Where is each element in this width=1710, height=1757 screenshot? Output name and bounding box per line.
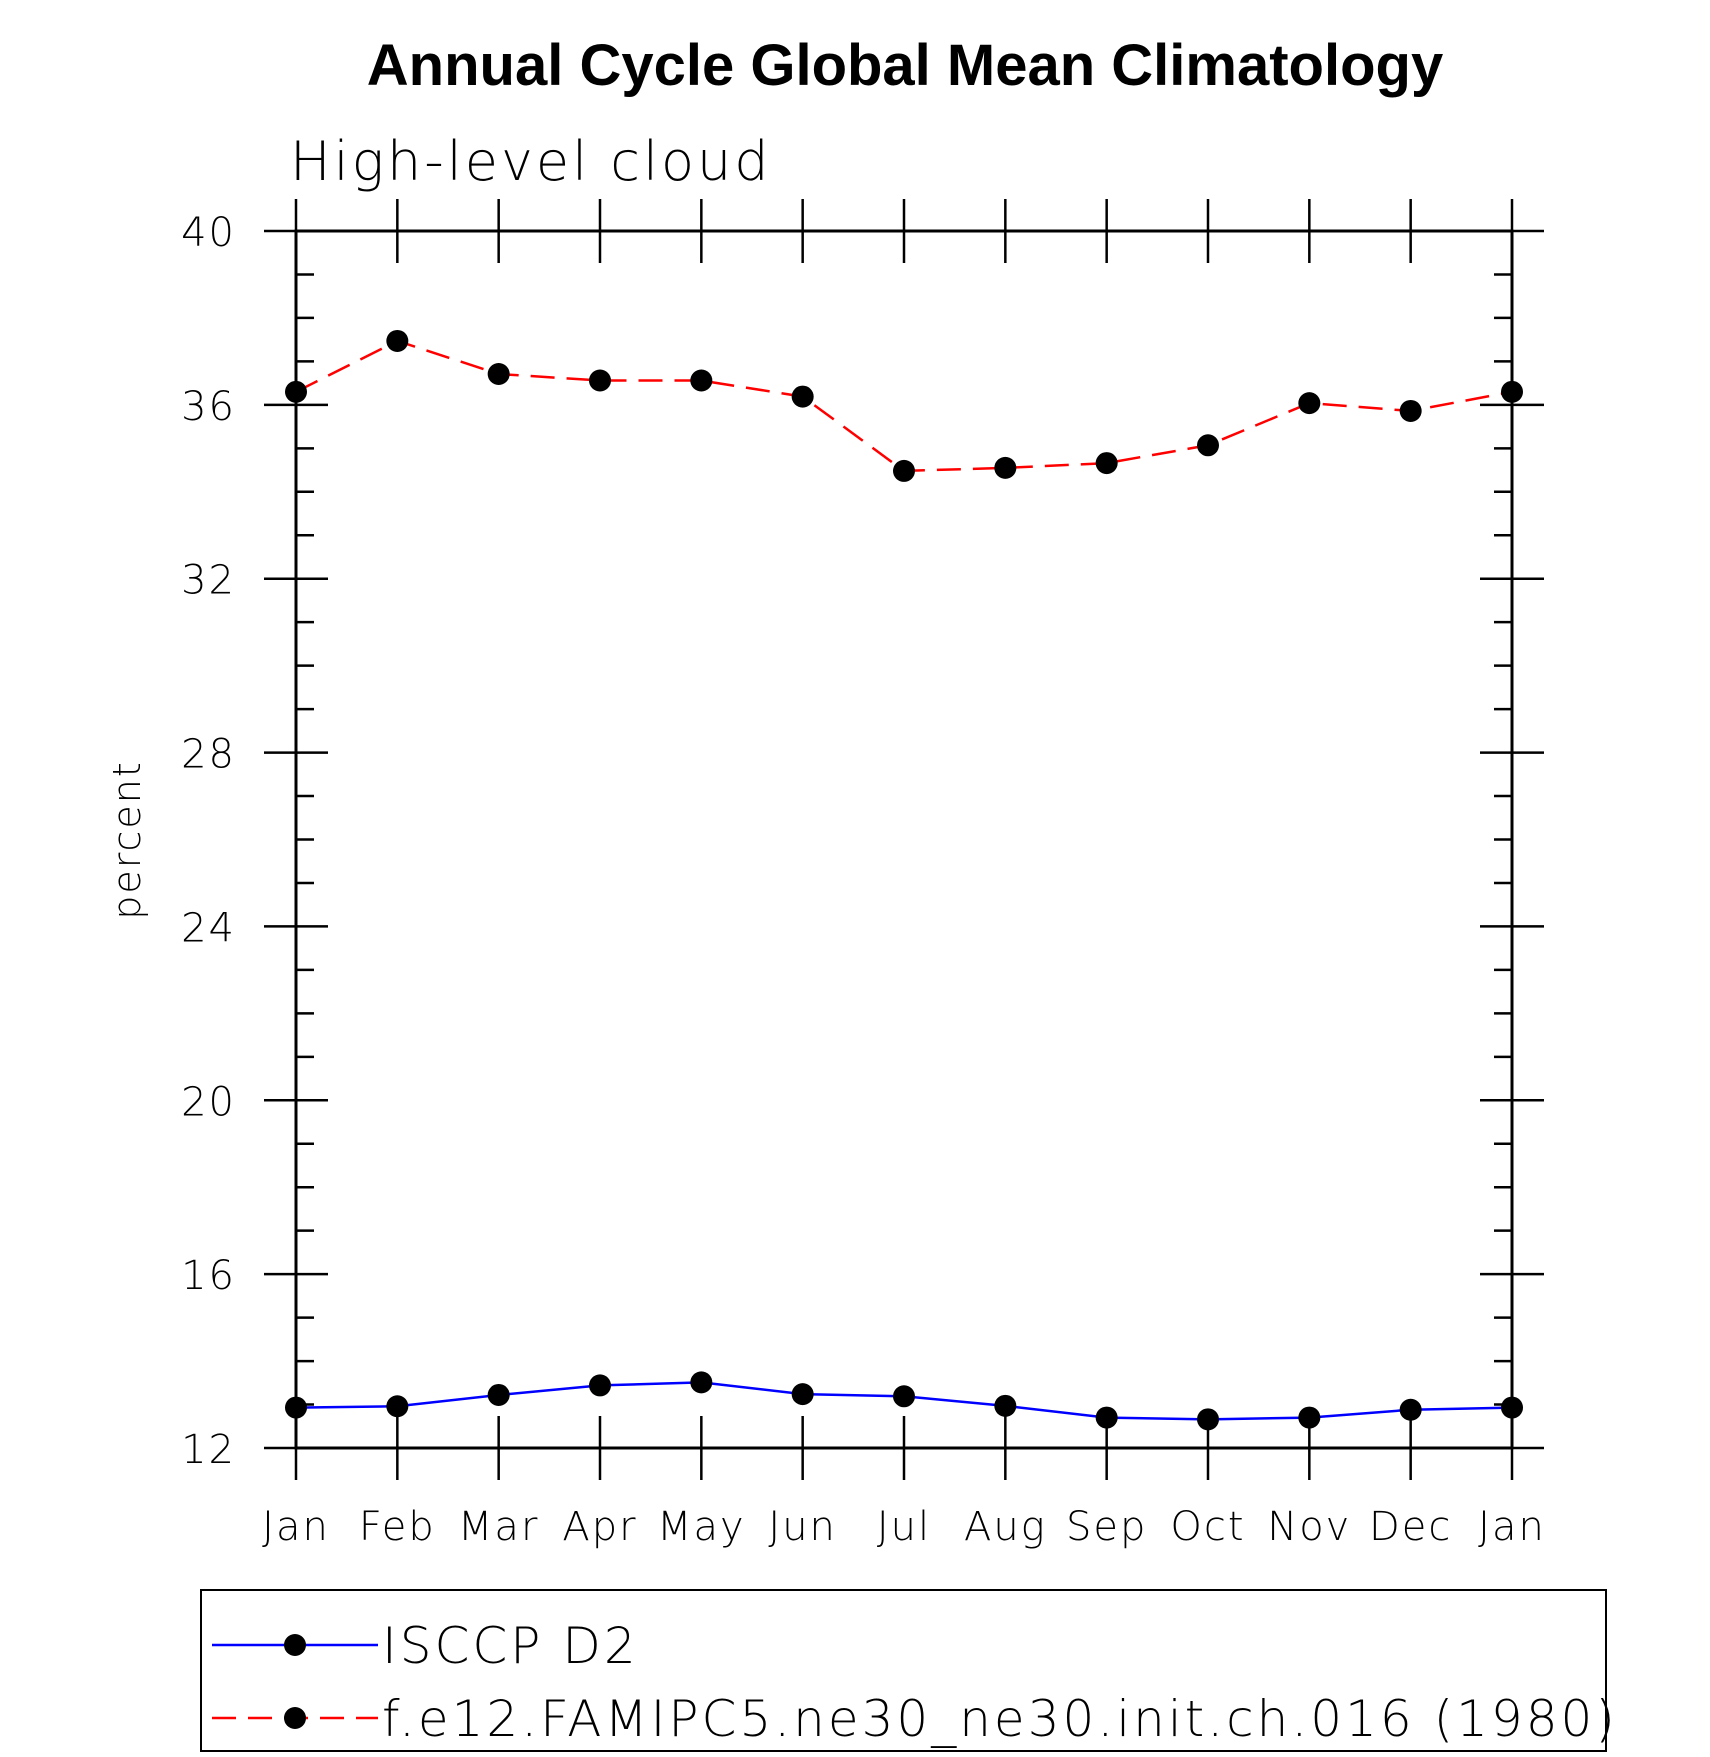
y-tick-label: 36 — [181, 384, 236, 430]
series-2-point — [285, 380, 307, 403]
y-tick-label: 16 — [181, 1253, 236, 1299]
x-tick-label: Aug — [964, 1504, 1047, 1550]
series-2-point — [893, 459, 915, 482]
series-2-point — [1399, 399, 1422, 422]
x-tick-label: Sep — [1066, 1504, 1147, 1550]
series-2-point — [386, 329, 409, 352]
series-2-point — [1501, 380, 1523, 403]
y-tick-label: 28 — [181, 732, 236, 778]
x-tick-label: Apr — [562, 1504, 637, 1550]
series-1-point — [791, 1383, 814, 1406]
x-tick-label: Feb — [359, 1504, 436, 1550]
plot-frame — [294, 229, 1514, 1450]
series-2-point — [1298, 392, 1321, 415]
chart-subtitle: High-level cloud — [290, 130, 772, 193]
y-tick-label: 24 — [181, 905, 236, 951]
x-tick-label: Jan — [262, 1504, 330, 1550]
series-2-point — [1197, 434, 1219, 457]
legend: ISCCP D2 f.e12.FAMIPC5.ne30_ne30.init.ch.… — [212, 1617, 1618, 1748]
x-tick-label: Dec — [1369, 1504, 1452, 1550]
series-1-point — [893, 1385, 915, 1408]
x-tick-label: Mar — [458, 1504, 539, 1550]
series-1-point — [690, 1371, 713, 1394]
plot-axes: 12 16 20 24 28 32 36 40 Jan Feb Mar Apr May Jun Jul Aug… — [181, 199, 1546, 1550]
series-2-point — [487, 362, 510, 385]
x-tick-label: Nov — [1267, 1504, 1351, 1550]
series-1-point — [994, 1394, 1017, 1417]
y-tick-label: 20 — [181, 1079, 236, 1125]
series-1-point — [1501, 1396, 1523, 1419]
x-tick-label: May — [657, 1504, 746, 1550]
y-axis-label: percent — [105, 760, 149, 920]
chart-title: Annual Cycle Global Mean Climatology — [367, 33, 1443, 98]
y-tick-label: 32 — [181, 558, 236, 604]
series-2-point — [791, 385, 814, 408]
legend-label-2: f.e12.FAMIPC5.ne30_ne30.init.ch.016 (198… — [382, 1690, 1618, 1748]
series-1-point — [386, 1395, 409, 1418]
y-tick-label: 40 — [181, 210, 236, 256]
series-2-point — [1095, 452, 1118, 475]
series-1-point — [1399, 1398, 1422, 1421]
series-1-point — [487, 1383, 510, 1406]
series-2-point — [994, 456, 1017, 479]
legend-marker-1 — [284, 1634, 306, 1656]
legend-box — [200, 1589, 1607, 1752]
series-1-point — [1197, 1408, 1219, 1431]
series-2-point — [589, 369, 611, 392]
x-tick-label: Jan — [1478, 1504, 1546, 1550]
series-2-point — [690, 369, 713, 392]
series-1-point — [589, 1374, 611, 1397]
x-tick-label: Jul — [877, 1504, 931, 1550]
series-layer — [285, 329, 1523, 1431]
series-line-2 — [295, 339, 1513, 473]
x-tick-label: Jun — [768, 1504, 837, 1550]
x-tick-label: Oct — [1170, 1504, 1245, 1550]
legend-label-1: ISCCP D2 — [382, 1617, 639, 1675]
series-1-point — [1298, 1406, 1321, 1429]
legend-marker-2 — [284, 1707, 306, 1729]
y-tick-label: 12 — [181, 1427, 236, 1473]
series-1-point — [285, 1396, 307, 1419]
series-1-point — [1095, 1406, 1118, 1429]
